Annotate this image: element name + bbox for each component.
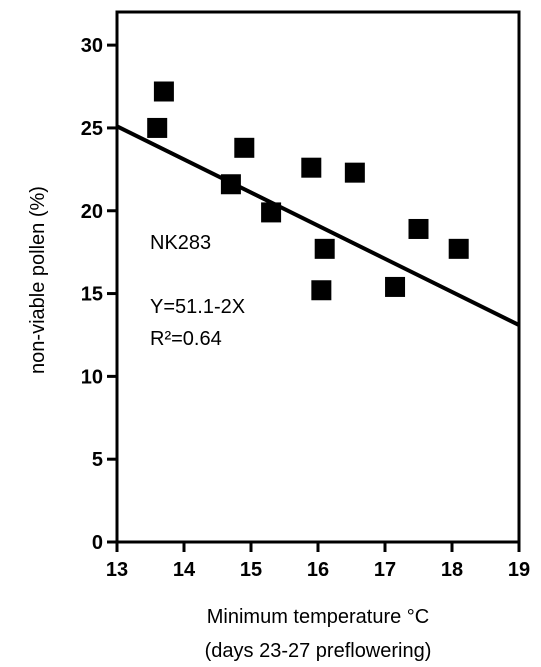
x-tick-label: 18 [441,559,463,581]
x-tick-label: 17 [374,559,396,581]
y-tick-label: 0 [92,532,103,554]
y-tick-label: 10 [81,366,103,388]
data-point-1 [147,117,168,138]
data-point-11 [408,218,429,239]
y-tick-label: 20 [81,201,103,223]
x-tick-label: 13 [106,559,128,581]
data-points [147,81,469,301]
annotation-r-squared: R²=0.64 [150,328,222,350]
data-point-10 [385,276,406,297]
trend-line [116,124,520,327]
y-tick-label: 15 [81,284,103,306]
y-tick-label: 30 [81,35,103,57]
y-tick-label: 25 [81,118,103,140]
data-point-6 [301,157,322,178]
data-point-8 [314,238,335,259]
x-tick-label: 15 [240,559,262,581]
plot-frame [115,10,521,544]
x-tick-label: 19 [508,559,530,581]
x-tick-label: 14 [173,559,196,581]
data-point-3 [220,174,241,195]
y-axis-title: non-viable pollen (%) [27,186,49,374]
annotation-series-name: NK283 [150,232,211,254]
annotation-equation: Y=51.1-2X [150,296,245,318]
data-point-12 [448,238,469,259]
data-point-9 [344,162,365,183]
y-tick-label: 5 [92,449,103,471]
x-axis-title-line2: (days 23-27 preflowering) [205,640,432,662]
data-point-7 [311,280,332,301]
data-point-4 [234,137,255,158]
x-axis: 13 14 15 16 17 18 19 [106,542,530,581]
data-point-5 [261,202,282,223]
x-axis-title: Minimum temperature °C [207,606,430,628]
y-axis: 0 5 10 15 20 25 30 [81,35,117,554]
x-tick-label: 16 [307,559,329,581]
data-point-2 [153,81,174,102]
